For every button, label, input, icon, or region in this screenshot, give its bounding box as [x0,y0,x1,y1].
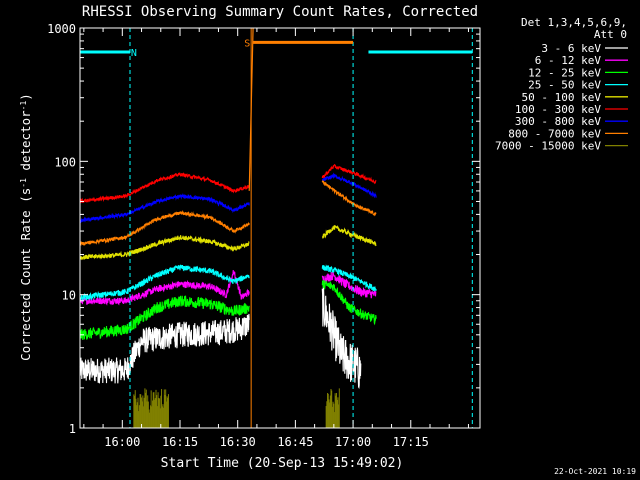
series-line-b [321,172,377,199]
plot-area: N S 1 10 100 1000 16:00 16:15 16:30 16:45 17:00 17:… [47,22,481,449]
x-tick-label: 17:00 [335,435,371,449]
legend-label: 7000 - 15000 keV [495,140,601,153]
legend-label: 300 - 800 keV [515,115,601,128]
series-6_12keV [79,269,377,306]
series-300_800keV [79,172,377,224]
series-line-a [79,295,250,341]
x-tick-label: 16:15 [162,435,198,449]
series-line-a [79,234,250,261]
annotation-S: S [244,38,250,49]
series-line-a [79,209,250,246]
legend-label: 6 - 12 keV [535,54,602,67]
legend-header: Det 1,3,4,5,6,9, [521,16,627,29]
dither-block [325,388,340,428]
series-line-a [79,264,250,302]
axes-frame [79,27,481,429]
series-3_6keV [79,285,362,390]
legend-label: 12 - 25 keV [528,66,601,79]
series-line-a [79,172,250,204]
legend-label: 50 - 100 keV [522,91,602,104]
legend-header: Att 0 [594,28,627,41]
series-line-b [321,280,377,326]
legend-label: 100 - 300 keV [515,103,601,116]
series-line-b [321,285,362,390]
legend-label: 3 - 6 keV [541,42,601,55]
series-line-b [321,269,377,299]
series-50_100keV [79,224,377,261]
series-25_50keV [79,264,377,302]
series-800_7000keV [79,180,377,246]
footer-date: 22-Oct-2021 10:19 [554,467,636,476]
x-tick-label: 16:00 [104,435,140,449]
y-tick-label: 1 [69,422,76,436]
x-axis-label: Start Time (20-Sep-13 15:49:02) [161,456,404,471]
series-line-a [79,313,250,384]
x-tick-label: 17:15 [393,435,429,449]
series-line-a [79,193,250,224]
series-line-b [321,163,377,185]
annotation-N: N [131,48,137,59]
chart-title: RHESSI Observing Summary Count Rates, Co… [82,4,478,20]
legend-label: 800 - 7000 keV [508,127,601,140]
dither-block [133,388,169,428]
x-tick-label: 16:30 [220,435,256,449]
y-tick-label: 1000 [47,22,76,36]
y-axis-label: Corrected Count Rate (s-1 detector-1) [18,93,33,361]
series-line-b [321,180,377,217]
series-line-b [321,264,377,292]
series-12_25keV [79,280,377,341]
series-line-a [79,270,250,306]
y-tick-label: 100 [54,155,76,169]
x-tick-label: 16:45 [277,435,313,449]
series-100_300keV [79,163,377,204]
series-line-b [321,224,377,247]
y-tick-label: 10 [62,289,76,303]
legend-label: 25 - 50 keV [528,79,601,92]
